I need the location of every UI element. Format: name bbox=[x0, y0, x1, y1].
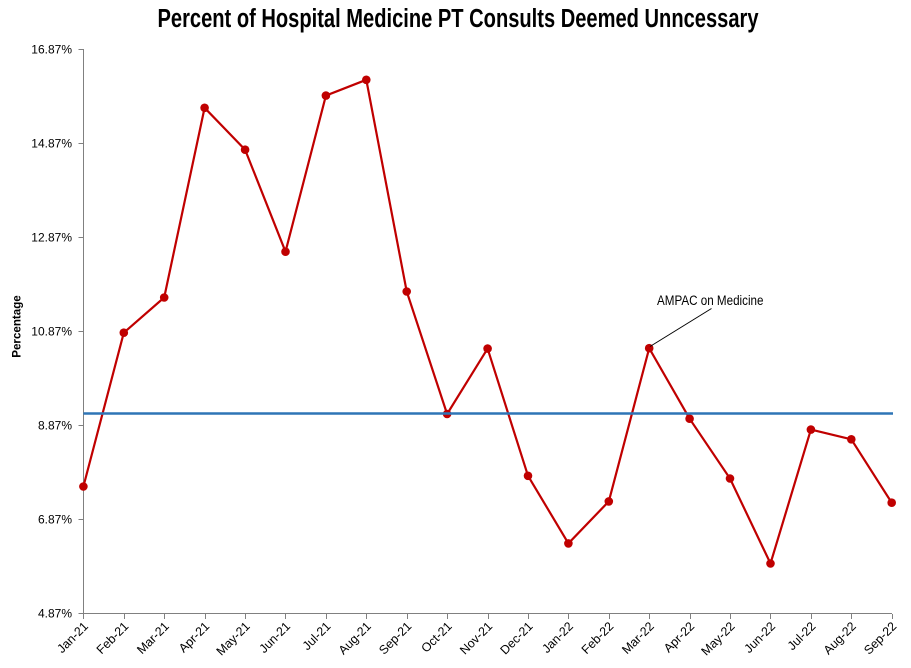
svg-text:AMPAC on Medicine: AMPAC on Medicine bbox=[657, 293, 764, 308]
svg-text:Percent of Hospital Medicine P: Percent of Hospital Medicine PT Consults… bbox=[158, 5, 760, 33]
svg-text:10.87%: 10.87% bbox=[31, 325, 72, 339]
svg-text:16.87%: 16.87% bbox=[31, 43, 72, 57]
svg-text:8.87%: 8.87% bbox=[38, 419, 72, 433]
svg-text:4.87%: 4.87% bbox=[38, 607, 72, 621]
svg-text:12.87%: 12.87% bbox=[31, 231, 72, 245]
svg-text:6.87%: 6.87% bbox=[38, 513, 72, 527]
svg-text:14.87%: 14.87% bbox=[31, 137, 72, 151]
svg-text:Percentage: Percentage bbox=[11, 295, 24, 358]
